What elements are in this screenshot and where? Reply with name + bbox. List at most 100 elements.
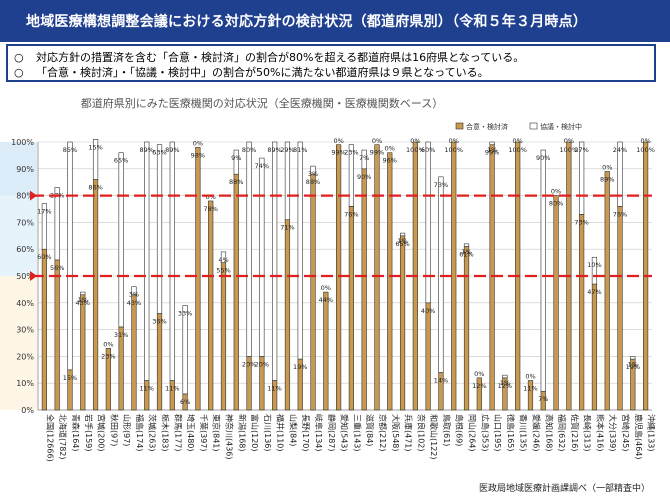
data-label-agreed: 80% — [549, 200, 563, 208]
background-bands — [0, 142, 37, 410]
data-label-agreed: 100% — [444, 146, 463, 154]
bar-agreed — [118, 326, 124, 411]
bar-discussing — [425, 141, 431, 304]
data-label-agreed: 61% — [459, 251, 473, 259]
category-label: 大阪(548) — [391, 414, 401, 452]
data-label-agreed: 96% — [383, 157, 397, 165]
category-label: 徳島(165) — [506, 414, 516, 452]
data-label-agreed: 88% — [229, 178, 243, 186]
data-label-agreed: 19% — [626, 363, 640, 371]
bar-discussing — [310, 165, 316, 175]
bar-discussing — [144, 141, 150, 381]
bar-agreed — [105, 348, 111, 411]
data-label-discussing: 0% — [513, 137, 523, 145]
category-label: 山形(97) — [122, 414, 132, 446]
bar-discussing — [182, 305, 188, 395]
bar-discussing — [156, 144, 163, 314]
data-label-agreed: 86% — [88, 184, 102, 192]
category-label: 栃木(183) — [161, 414, 171, 452]
data-label-discussing: 89% — [267, 146, 281, 154]
data-label-agreed: 40% — [421, 307, 435, 315]
category-label: 福島(174) — [135, 414, 145, 452]
threshold-lines — [30, 190, 652, 281]
y-tick-label: 90% — [16, 165, 34, 174]
summary-line-1: ○ 対応方針の措置済を含む「合意・検討済」の割合が80%を超える都道府県は16府県… — [14, 49, 524, 65]
bar-agreed — [80, 294, 86, 411]
category-label: 埼玉(480) — [186, 414, 196, 452]
bar-agreed — [579, 214, 585, 411]
bar-agreed — [489, 144, 495, 411]
y-tick-label: 70% — [16, 218, 34, 227]
bars: 60%17%56%27%15%85%43%1%86%15%23%0%31%65%… — [37, 137, 655, 411]
bar-discussing — [259, 157, 265, 357]
bar-discussing — [630, 356, 636, 360]
data-label-agreed: 60% — [37, 253, 51, 261]
category-label: 鳥取(61) — [442, 414, 452, 446]
category-label: 山梨(84) — [288, 414, 298, 446]
bar-agreed — [348, 206, 354, 411]
bar-agreed — [463, 246, 470, 411]
data-label-agreed: 100% — [406, 146, 425, 154]
data-label-discussing: 0% — [602, 163, 612, 171]
legend: 合意・検討済 協議・検討中 — [455, 122, 582, 131]
bar-discussing — [540, 149, 546, 392]
data-label-discussing: 23% — [344, 149, 358, 157]
data-label-discussing: 29% — [280, 146, 294, 154]
bar-agreed — [387, 152, 393, 411]
title-bar: 地域医療構想調整会議における対応方針の検討状況（都道府県別）（令和５年３月時点） — [0, 0, 670, 42]
category-label: 大分(339) — [608, 414, 618, 452]
bar-agreed — [476, 377, 482, 411]
category-label: 香川(135) — [519, 414, 529, 452]
y-tick-label: 20% — [16, 352, 34, 361]
data-label-agreed: 14% — [434, 376, 448, 384]
bar-discussing — [284, 141, 291, 221]
data-label-agreed: 31% — [114, 331, 128, 339]
summary-text-1: 対応方針の措置済を含む「合意・検討済」の割合が80%を超える都道府県は16府県と… — [36, 51, 525, 64]
bar-agreed — [92, 179, 99, 411]
y-tick-label: 100% — [11, 138, 34, 147]
category-label: 山口(195) — [493, 414, 503, 452]
data-label-agreed: 11% — [140, 385, 154, 393]
data-label-discussing: 65% — [114, 157, 128, 165]
data-label-agreed: 12% — [472, 382, 486, 390]
category-label: 群馬(177) — [173, 414, 183, 452]
legend-label-1: 協議・検討中 — [540, 122, 582, 131]
data-label-discussing: 0% — [449, 137, 459, 145]
category-label: 佐賀(216) — [570, 414, 580, 452]
page-title: 地域医療構想調整会議における対応方針の検討状況（都道府県別）（令和５年３月時点） — [26, 14, 587, 30]
data-label-agreed: 6% — [180, 398, 190, 406]
data-label-discussing: 0% — [564, 137, 574, 145]
data-label-discussing: 33% — [178, 309, 192, 317]
data-label-discussing: 1% — [500, 379, 510, 387]
category-label: 熊本(416) — [595, 414, 605, 452]
bar-discussing — [361, 149, 367, 170]
data-label-agreed: 56% — [50, 264, 64, 272]
category-label: 岩手(159) — [84, 414, 94, 452]
data-label-agreed: 43% — [76, 299, 90, 307]
y-tick-label: 80% — [16, 192, 34, 201]
data-label-discussing: 7% — [359, 154, 369, 162]
category-label: 愛知(543) — [340, 414, 350, 452]
data-label-discussing: 0% — [640, 137, 650, 145]
bar-agreed — [220, 262, 227, 411]
data-label-discussing: 0% — [193, 139, 203, 147]
data-label-discussing: 85% — [63, 146, 77, 154]
bar-agreed — [284, 219, 291, 411]
data-label-discussing: 24% — [613, 146, 627, 154]
category-label: 石川(136) — [263, 414, 272, 452]
category-label: 滋賀(84) — [365, 414, 375, 446]
data-label-agreed: 36% — [152, 318, 166, 326]
bar-discussing — [41, 203, 47, 250]
bar-agreed — [361, 168, 367, 411]
category-label: 三重(143) — [352, 414, 362, 452]
bar-discussing — [399, 232, 406, 237]
bar-agreed — [399, 235, 406, 411]
bar-discussing — [92, 139, 99, 180]
category-label: 和歌山(122) — [429, 414, 439, 460]
category-label: 新潟(168) — [237, 414, 247, 452]
category-label: 東京(841) — [212, 414, 222, 452]
bar-agreed — [336, 144, 342, 411]
data-label-discussing: 0% — [372, 137, 382, 145]
y-tick-label: 40% — [16, 299, 34, 308]
category-label: 岐阜(134) — [314, 414, 324, 452]
